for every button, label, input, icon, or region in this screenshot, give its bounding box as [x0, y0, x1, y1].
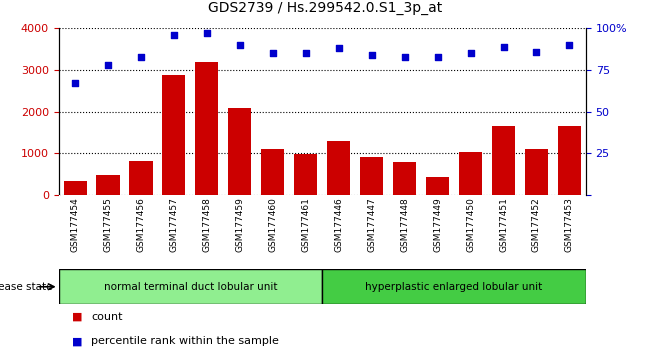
Bar — [327, 142, 350, 195]
Text: GSM177456: GSM177456 — [137, 197, 145, 252]
Text: GSM177450: GSM177450 — [466, 197, 475, 252]
Bar — [64, 181, 87, 195]
Text: GDS2739 / Hs.299542.0.S1_3p_at: GDS2739 / Hs.299542.0.S1_3p_at — [208, 1, 443, 16]
Text: GSM177459: GSM177459 — [236, 197, 244, 252]
Bar — [393, 162, 416, 195]
Bar — [492, 126, 515, 195]
Point — [498, 44, 508, 50]
Point — [136, 54, 146, 59]
Point — [169, 32, 179, 38]
Point — [202, 30, 212, 36]
Point — [301, 51, 311, 56]
Text: GSM177455: GSM177455 — [104, 197, 113, 252]
Point — [432, 54, 443, 59]
Point — [400, 54, 410, 59]
Bar — [360, 157, 383, 195]
Text: ■: ■ — [72, 312, 82, 321]
Text: GSM177458: GSM177458 — [202, 197, 212, 252]
Text: GSM177449: GSM177449 — [433, 197, 442, 252]
Text: GSM177451: GSM177451 — [499, 197, 508, 252]
Bar — [294, 154, 317, 195]
Bar — [229, 108, 251, 195]
Point — [70, 80, 80, 86]
Bar — [558, 126, 581, 195]
Bar — [162, 75, 186, 195]
Point — [234, 42, 245, 48]
Text: GSM177448: GSM177448 — [400, 197, 409, 252]
Text: GSM177446: GSM177446 — [334, 197, 343, 252]
Text: ■: ■ — [72, 336, 82, 346]
Text: GSM177447: GSM177447 — [367, 197, 376, 252]
Text: GSM177460: GSM177460 — [268, 197, 277, 252]
Point — [268, 51, 278, 56]
Bar — [195, 62, 219, 195]
Point — [333, 45, 344, 51]
Text: GSM177453: GSM177453 — [565, 197, 574, 252]
Text: percentile rank within the sample: percentile rank within the sample — [91, 336, 279, 346]
Text: disease state: disease state — [0, 282, 52, 292]
Point — [564, 42, 575, 48]
Bar — [459, 152, 482, 195]
Point — [531, 49, 542, 55]
Bar — [261, 149, 284, 195]
Bar — [96, 175, 120, 195]
Text: normal terminal duct lobular unit: normal terminal duct lobular unit — [104, 282, 277, 292]
Text: count: count — [91, 312, 122, 321]
Text: GSM177452: GSM177452 — [532, 197, 541, 252]
Text: GSM177454: GSM177454 — [70, 197, 79, 252]
Bar — [130, 161, 152, 195]
Point — [103, 62, 113, 68]
Point — [465, 51, 476, 56]
Bar — [59, 269, 322, 304]
Point — [367, 52, 377, 58]
Text: GSM177461: GSM177461 — [301, 197, 311, 252]
Bar — [525, 149, 548, 195]
Bar — [426, 177, 449, 195]
Bar — [322, 269, 586, 304]
Text: GSM177457: GSM177457 — [169, 197, 178, 252]
Text: hyperplastic enlarged lobular unit: hyperplastic enlarged lobular unit — [365, 282, 543, 292]
